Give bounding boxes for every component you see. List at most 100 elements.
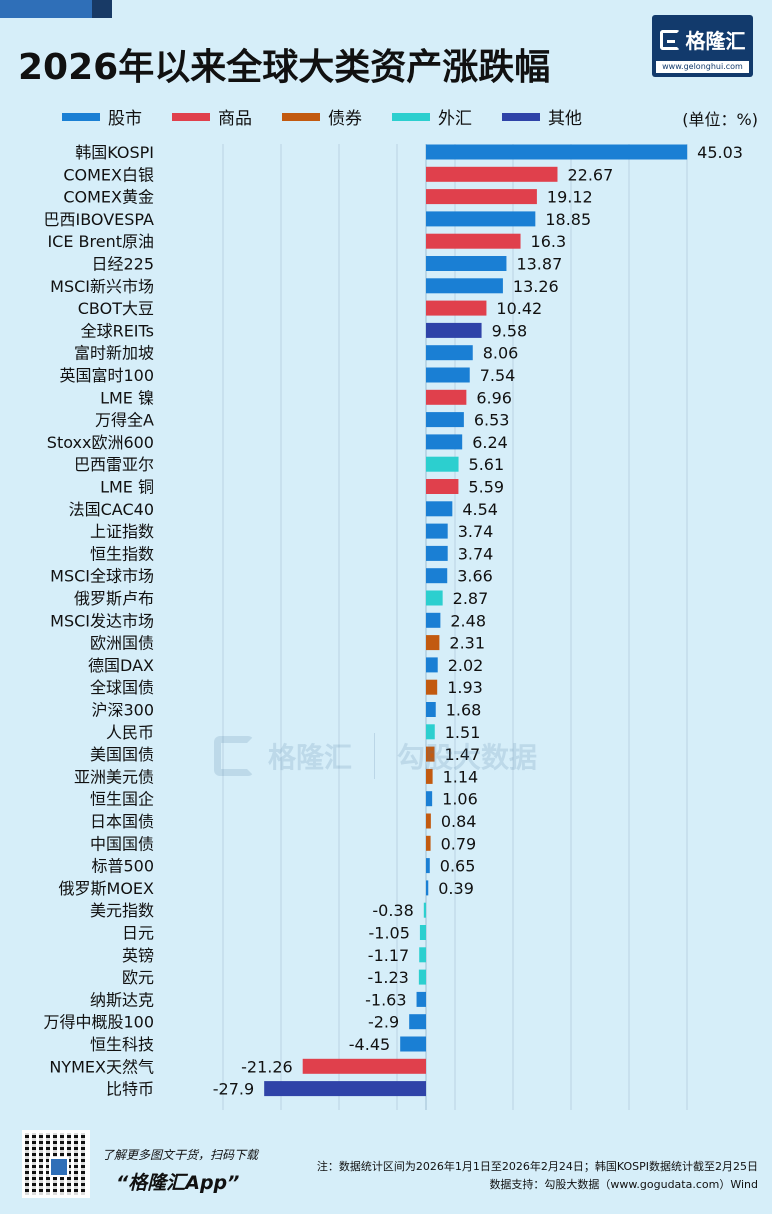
value-label: -1.23 [367,968,408,987]
bar [416,991,426,1007]
bar [426,545,448,561]
category-label: 日经225 [91,255,154,274]
value-label: 6.53 [474,411,510,430]
value-label: 1.51 [445,723,481,742]
category-label: 恒生指数 [90,544,154,563]
category-label: 日元 [122,924,154,943]
bar [426,635,440,651]
data-note: 注：数据统计区间为2026年1月1日至2026年2月24日；韩国KOSPI数据统… [316,1160,758,1173]
category-label: 上证指数 [90,522,154,541]
bar [426,367,470,383]
value-label: 2.48 [450,611,486,630]
category-label: LME 镍 [100,388,154,407]
bar [426,389,467,405]
value-label: 13.26 [513,277,559,296]
bar [426,746,435,762]
category-label: ICE Brent原油 [47,232,154,251]
category-label: 俄罗斯卢布 [74,589,154,608]
category-label: 欧元 [122,968,154,987]
bar [426,679,438,695]
category-label: COMEX白银 [63,165,154,184]
brand-logo: 格隆汇 www.gelonghui.com [652,15,753,77]
legend-item: 债券 [282,104,362,129]
bar [426,858,430,874]
value-label: -1.63 [365,990,406,1009]
category-label: 人民币 [106,723,154,742]
value-label: -2.9 [368,1013,399,1032]
bar [426,144,688,160]
value-label: 3.66 [457,567,493,586]
value-label: -1.05 [369,924,410,943]
category-label: 恒生国企 [90,790,154,809]
category-label: 韩国KOSPI [75,143,154,162]
category-label: NYMEX天然气 [49,1057,154,1076]
legend-label: 外汇 [438,109,472,129]
value-label: -21.26 [241,1057,293,1076]
value-label: 8.06 [483,344,519,363]
value-label: 3.74 [458,522,494,541]
category-label: 欧洲国债 [90,634,154,653]
bar [426,501,453,517]
value-label: 13.87 [516,255,562,274]
brand-url: www.gelonghui.com [656,61,749,73]
bar [426,211,536,227]
value-label: 6.24 [472,433,508,452]
value-label: 1.68 [446,701,482,720]
value-label: 1.14 [443,767,479,786]
legend-swatch [172,112,210,121]
value-label: 0.79 [441,834,477,853]
bar [400,1036,426,1052]
bar [426,256,507,271]
value-label: -27.9 [213,1080,254,1099]
value-label: 22.67 [567,165,613,184]
bar [426,189,537,205]
value-label: 0.65 [440,857,476,876]
category-label: 英国富时100 [59,366,154,385]
category-label: MSCI发达市场 [50,611,154,630]
category-label: 比特币 [106,1080,154,1099]
category-label: 恒生科技 [90,1035,154,1054]
category-label: 万得中概股100 [43,1013,154,1032]
value-label: 7.54 [480,366,516,385]
category-label: 美元指数 [90,901,154,920]
category-label: 巴西雷亚尔 [74,455,154,474]
bar [426,791,433,807]
value-label: 16.3 [531,232,567,251]
category-label: 德国DAX [88,656,154,675]
bar [302,1058,426,1074]
category-label: 美国国债 [90,745,154,764]
value-label: 19.12 [547,188,593,207]
bar [426,278,503,294]
brand-name: 格隆汇 [685,29,746,53]
bar-chart: 韩国KOSPI 45.03 COMEX白银 22.67 COMEX黄金 19.12 巴西IB… [43,143,743,1110]
value-label: 2.02 [448,656,484,675]
value-label: 6.96 [476,388,512,407]
category-label: MSCI全球市场 [50,567,154,586]
category-label: CBOT大豆 [78,299,154,318]
category-label: 中国国债 [90,834,154,853]
value-label: 45.03 [697,143,743,162]
value-label: -1.17 [368,946,409,965]
footer-promo: 了解更多图文干货，扫码下载 [102,1148,259,1162]
category-label: COMEX黄金 [63,188,154,207]
legend: 股市 商品 债券 外汇 其他 [62,104,612,129]
bar [409,1014,426,1030]
value-label: 1.06 [442,790,478,809]
bar [423,902,426,918]
legend-item: 外汇 [392,104,472,129]
value-label: 0.39 [438,879,474,898]
bar [426,233,521,249]
qr-center-logo [49,1157,69,1177]
bar [426,657,438,673]
bar [426,300,487,316]
bar [426,412,464,428]
category-label: 巴西IBOVESPA [43,210,154,229]
bar [426,835,431,851]
bar [426,434,463,450]
value-label: 1.47 [445,745,481,764]
bar [426,724,435,740]
category-label: 全球国债 [90,678,154,697]
category-label: 法国CAC40 [69,500,154,519]
category-label: LME 铜 [100,478,154,497]
legend-item: 商品 [172,104,252,129]
